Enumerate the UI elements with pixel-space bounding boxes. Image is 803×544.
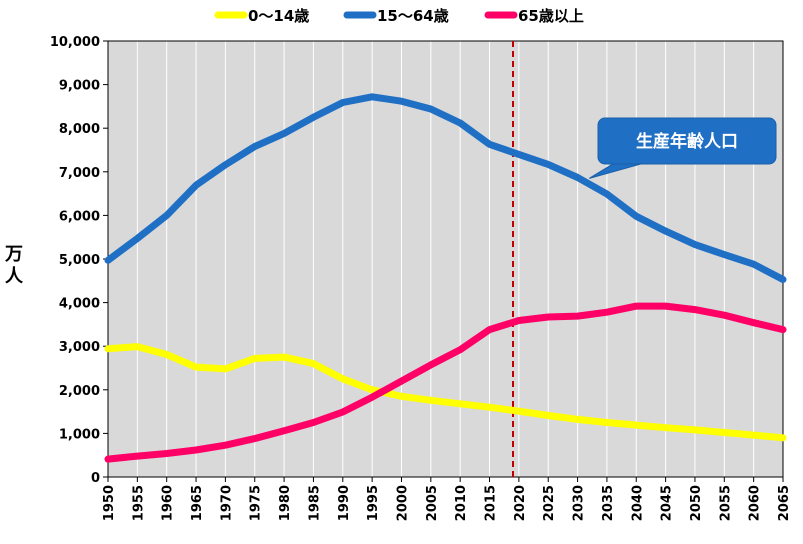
legend: 0～14歳 15～64歳 65歳以上 xyxy=(214,7,584,25)
y-tick-label: 3,000 xyxy=(59,340,100,355)
x-tick-label: 1955 xyxy=(131,485,146,521)
plot-background xyxy=(108,41,783,477)
y-tick-label: 2,000 xyxy=(59,384,100,399)
callout-label: 生産年齢人口 xyxy=(636,131,738,152)
y-tick-label: 6,000 xyxy=(59,209,100,224)
x-tick-label: 1960 xyxy=(161,485,176,521)
x-tick-label: 1950 xyxy=(102,485,117,521)
series-line xyxy=(104,302,787,463)
x-tick-label: 1985 xyxy=(307,485,322,521)
x-tick-label: 2020 xyxy=(513,485,528,521)
x-tick-label: 2055 xyxy=(718,485,733,521)
x-tick-label: 1965 xyxy=(190,485,205,521)
y-tick-label: 0 xyxy=(91,471,100,486)
legend-label: 65歳以上 xyxy=(518,7,584,25)
x-tick-label: 1975 xyxy=(249,485,264,521)
x-tick-label: 2030 xyxy=(572,485,587,521)
callout-box xyxy=(597,117,777,165)
x-tick-label: 2050 xyxy=(689,485,704,521)
x-tick-label: 2035 xyxy=(601,485,616,521)
x-tick-label: 2025 xyxy=(542,485,557,521)
x-tick-label: 2010 xyxy=(454,485,469,521)
x-tick-label: 2045 xyxy=(660,485,675,521)
y-tick-label: 5,000 xyxy=(59,253,100,268)
x-tick-label: 2015 xyxy=(484,485,499,521)
x-tick-label: 2060 xyxy=(748,485,763,521)
legend-label: 0～14歳 xyxy=(248,7,309,25)
x-tick-label: 1995 xyxy=(366,485,381,521)
x-tick-label: 1970 xyxy=(219,485,234,521)
y-axis-label: 万 xyxy=(4,244,23,265)
y-tick-label: 7,000 xyxy=(59,166,100,181)
x-tick-label: 2000 xyxy=(395,485,410,521)
x-tick-label: 2065 xyxy=(777,485,792,521)
plot-area: 0 1,000 2,000 3,000 4,000 5,000 6,000 7,000 8,00… xyxy=(50,35,792,521)
x-tick-label: 2040 xyxy=(630,485,645,521)
x-tick-label: 2005 xyxy=(425,485,440,521)
y-tick-label: 4,000 xyxy=(59,297,100,312)
y-tick-label: 9,000 xyxy=(59,79,100,94)
series-line xyxy=(104,343,787,442)
y-tick-label: 1,000 xyxy=(59,427,100,442)
y-axis-label: 人 xyxy=(5,266,24,287)
x-tick-label: 1990 xyxy=(337,485,352,521)
y-tick-label: 8,000 xyxy=(59,122,100,137)
series-line xyxy=(104,93,787,283)
y-tick-label: 10,000 xyxy=(50,35,100,50)
x-tick-label: 1980 xyxy=(278,485,293,521)
legend-label: 15～64歳 xyxy=(377,7,449,25)
